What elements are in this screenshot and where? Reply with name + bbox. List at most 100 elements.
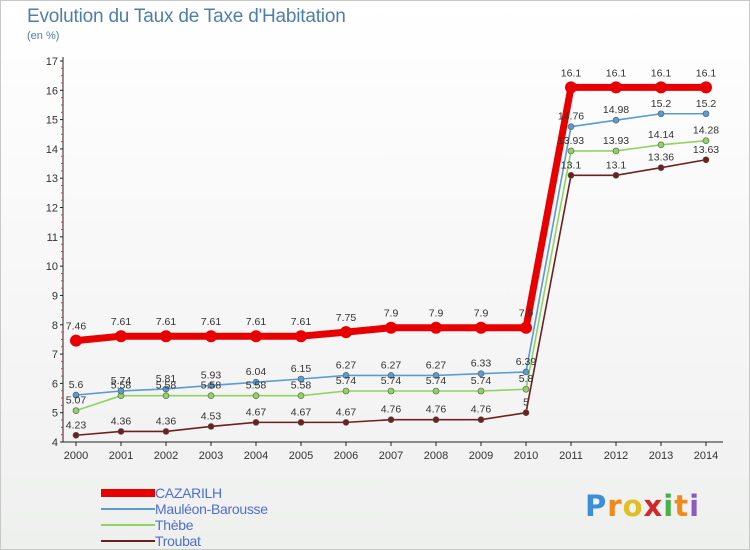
data-label-0: 7.46	[66, 321, 87, 333]
legend-swatch-cazarilh	[101, 489, 155, 497]
data-label-1: 15.2	[651, 98, 672, 110]
data-label-0: 16.1	[696, 67, 717, 79]
logo-letter: i	[663, 489, 675, 523]
logo-letter: P	[585, 489, 608, 523]
data-label-1: 6.27	[426, 359, 447, 371]
legend-swatch-mauleon-barousse	[101, 508, 155, 510]
data-point-3	[252, 419, 260, 426]
data-label-3: 13.63	[693, 144, 719, 156]
data-label-3: 13.1	[606, 159, 627, 171]
logo-letter: r	[607, 489, 623, 523]
data-point-3	[72, 431, 80, 439]
x-tick-label: 2002	[154, 450, 178, 462]
data-point-1	[72, 391, 80, 399]
data-point-1	[252, 378, 260, 386]
x-tick-label: 2008	[424, 450, 448, 462]
logo-letter: x	[643, 489, 664, 523]
data-point-3	[567, 172, 575, 179]
data-point-1	[567, 123, 575, 130]
legend-item-thebe: Thèbe	[101, 517, 268, 533]
data-point-0	[340, 326, 352, 339]
data-label-2: 14.28	[693, 125, 719, 137]
data-point-1	[702, 110, 710, 118]
data-label-3: 13.36	[648, 152, 674, 164]
data-label-1: 5.74	[111, 375, 132, 387]
data-point-2	[252, 392, 260, 399]
data-label-2: 5.74	[426, 375, 447, 387]
y-tick-label: 17	[46, 56, 58, 68]
y-tick-label: 10	[46, 261, 58, 273]
x-tick-label: 2007	[379, 450, 403, 462]
data-point-2	[612, 147, 620, 155]
x-tick-label: 2010	[514, 450, 538, 462]
data-point-3	[207, 423, 215, 430]
legend-label-troubat: Troubat	[155, 533, 201, 549]
data-label-0: 7.9	[429, 308, 444, 320]
data-label-3: 4.67	[246, 406, 267, 418]
data-label-2: 14.14	[648, 129, 674, 141]
data-point-0	[520, 321, 532, 334]
data-point-0	[655, 81, 667, 94]
data-label-1: 14.98	[603, 104, 629, 116]
data-labels: 7.46 7.61 7.61 7.61 7.61 7.61 7.75 7.9 7.9 7.9 7.9…	[66, 67, 720, 431]
data-label-2: 5.58	[111, 380, 132, 392]
data-label-2: 5.74	[336, 375, 357, 387]
data-point-3	[657, 164, 665, 171]
data-point-3	[342, 419, 350, 426]
legend-item-cazarilh: CAZARILH	[101, 485, 268, 501]
data-label-0: 7.9	[384, 308, 399, 320]
data-label-2: 13.93	[603, 135, 629, 147]
data-label-1: 5.93	[201, 369, 222, 381]
data-point-0	[295, 330, 307, 343]
data-point-2	[387, 387, 395, 395]
data-label-2: 5.74	[471, 375, 492, 387]
data-point-1	[522, 368, 530, 376]
x-tick-label: 2001	[109, 450, 133, 462]
data-point-2	[207, 392, 215, 399]
data-label-0: 16.1	[561, 67, 582, 79]
x-tick-label: 2006	[334, 450, 358, 462]
data-point-0	[385, 321, 397, 334]
data-point-3	[162, 428, 170, 435]
data-label-1: 15.2	[696, 98, 717, 110]
data-label-0: 7.9	[474, 308, 489, 320]
data-point-2	[477, 387, 485, 395]
data-label-1: 5.6	[69, 379, 84, 391]
data-point-1	[432, 372, 440, 379]
data-label-3: 4.36	[111, 415, 132, 427]
data-label-2: 5.58	[291, 380, 312, 392]
data-point-3	[297, 419, 305, 426]
data-point-0	[160, 330, 172, 343]
data-point-3	[522, 409, 530, 416]
data-point-3	[432, 416, 440, 424]
legend-swatch-thebe	[101, 524, 155, 526]
data-label-0: 7.75	[336, 312, 357, 324]
data-point-3	[477, 416, 485, 424]
legend-item-mauleon-barousse: Mauléon-Barousse	[101, 501, 268, 517]
series-line-1	[75, 112, 706, 396]
legend-label-mauleon-barousse: Mauléon-Barousse	[155, 501, 268, 517]
data-label-0: 16.1	[651, 67, 672, 79]
series-line-0	[75, 83, 706, 345]
data-point-0	[250, 330, 262, 343]
data-label-3: 13.1	[561, 159, 582, 171]
chart-title: Evolution du Taux de Taxe d'Habitation	[27, 6, 346, 27]
data-point-1	[657, 110, 665, 118]
legend-label-thebe: Thèbe	[155, 517, 194, 533]
data-point-3	[612, 172, 620, 179]
data-label-1: 6.39	[516, 356, 537, 368]
data-point-0	[700, 81, 712, 94]
y-tick-label: 8	[52, 320, 58, 332]
y-tick-label: 13	[46, 173, 58, 185]
data-point-2	[297, 392, 305, 399]
data-label-3: 4.36	[156, 415, 177, 427]
data-label-3: 4.53	[201, 410, 222, 422]
data-label-0: 7.61	[246, 316, 267, 328]
y-tick-label: 7	[52, 349, 58, 361]
data-label-2: 5.8	[519, 373, 534, 385]
data-label-1: 6.27	[336, 359, 357, 371]
data-point-2	[657, 141, 665, 149]
data-label-3: 4.76	[381, 404, 402, 416]
x-tick-label: 2011	[559, 450, 583, 462]
